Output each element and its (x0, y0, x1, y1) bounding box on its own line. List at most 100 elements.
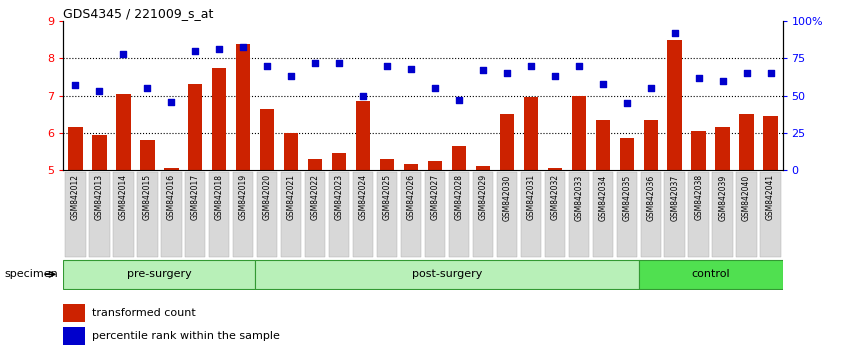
FancyBboxPatch shape (401, 172, 421, 257)
Point (140, 85, 154, 91)
FancyBboxPatch shape (137, 172, 157, 257)
Text: transformed count: transformed count (92, 308, 196, 318)
Point (500, 70, 514, 76)
FancyBboxPatch shape (569, 172, 589, 257)
FancyBboxPatch shape (257, 172, 277, 257)
Text: GSM842038: GSM842038 (695, 174, 703, 221)
Text: GSM842020: GSM842020 (263, 174, 272, 221)
FancyBboxPatch shape (712, 172, 733, 257)
Bar (428, 161, 442, 170)
Point (284, 73, 298, 79)
Text: GSM842036: GSM842036 (646, 174, 655, 221)
Bar (63, 304, 85, 321)
FancyBboxPatch shape (520, 172, 541, 257)
Point (92, 88, 106, 94)
Text: GSM842013: GSM842013 (95, 174, 104, 221)
FancyBboxPatch shape (689, 172, 709, 257)
Point (739, 70, 753, 76)
FancyBboxPatch shape (617, 172, 637, 257)
Bar (452, 146, 466, 170)
Text: pre-surgery: pre-surgery (127, 269, 192, 279)
Bar (404, 164, 418, 170)
Text: GSM842037: GSM842037 (670, 174, 679, 221)
Point (452, 97, 465, 103)
FancyBboxPatch shape (281, 172, 301, 257)
Point (164, 99, 178, 104)
Bar (140, 140, 155, 170)
Bar (619, 138, 634, 170)
FancyBboxPatch shape (736, 172, 757, 257)
Point (332, 60, 346, 66)
Text: percentile rank within the sample: percentile rank within the sample (92, 331, 280, 341)
Point (764, 70, 777, 76)
FancyBboxPatch shape (233, 172, 254, 257)
FancyBboxPatch shape (185, 172, 206, 257)
Text: GSM842012: GSM842012 (71, 174, 80, 220)
FancyBboxPatch shape (65, 172, 85, 257)
Text: GSM842027: GSM842027 (431, 174, 439, 221)
Point (596, 81, 609, 86)
FancyBboxPatch shape (113, 172, 134, 257)
Bar (596, 120, 610, 170)
Bar (308, 159, 322, 170)
FancyBboxPatch shape (639, 260, 783, 289)
Text: GSM842041: GSM842041 (766, 174, 775, 221)
Bar (644, 120, 658, 170)
Bar (356, 101, 371, 170)
Point (476, 68, 490, 73)
Point (261, 63, 274, 69)
Text: control: control (691, 269, 730, 279)
Point (620, 100, 634, 106)
Bar (236, 44, 250, 170)
Point (572, 63, 585, 69)
FancyBboxPatch shape (664, 172, 685, 257)
FancyBboxPatch shape (161, 172, 182, 257)
Text: GSM842014: GSM842014 (119, 174, 128, 221)
Bar (332, 153, 346, 170)
Point (308, 60, 321, 66)
FancyBboxPatch shape (329, 172, 349, 257)
FancyBboxPatch shape (376, 172, 398, 257)
Bar (572, 96, 586, 170)
Point (404, 66, 418, 72)
Bar (92, 135, 107, 170)
Bar (260, 109, 274, 170)
Text: GSM842024: GSM842024 (359, 174, 367, 221)
Text: GSM842032: GSM842032 (551, 174, 559, 221)
Text: GSM842019: GSM842019 (239, 174, 248, 221)
Bar (164, 168, 179, 170)
FancyBboxPatch shape (497, 172, 517, 257)
FancyBboxPatch shape (448, 172, 470, 257)
Text: GSM842021: GSM842021 (287, 174, 295, 220)
Bar (763, 116, 777, 170)
Bar (380, 159, 394, 170)
Point (428, 85, 442, 91)
Text: GSM842033: GSM842033 (574, 174, 583, 221)
Point (69, 82, 82, 88)
Text: GSM842022: GSM842022 (310, 174, 320, 220)
FancyBboxPatch shape (209, 172, 229, 257)
Point (189, 48, 202, 54)
Text: GSM842025: GSM842025 (382, 174, 392, 221)
Point (524, 63, 537, 69)
Point (692, 75, 706, 81)
Text: GSM842029: GSM842029 (479, 174, 487, 221)
FancyBboxPatch shape (353, 172, 373, 257)
FancyBboxPatch shape (425, 172, 445, 257)
FancyBboxPatch shape (63, 260, 255, 289)
Point (356, 93, 370, 98)
Text: GSM842016: GSM842016 (167, 174, 176, 221)
FancyBboxPatch shape (305, 172, 326, 257)
Bar (212, 68, 227, 170)
Text: GSM842035: GSM842035 (623, 174, 631, 221)
Bar (691, 131, 706, 170)
Bar (475, 166, 490, 170)
Bar (667, 40, 682, 170)
Point (644, 85, 657, 91)
Point (667, 30, 681, 36)
Point (212, 47, 226, 52)
FancyBboxPatch shape (473, 172, 493, 257)
FancyBboxPatch shape (761, 172, 781, 257)
FancyBboxPatch shape (592, 172, 613, 257)
Point (716, 78, 729, 84)
